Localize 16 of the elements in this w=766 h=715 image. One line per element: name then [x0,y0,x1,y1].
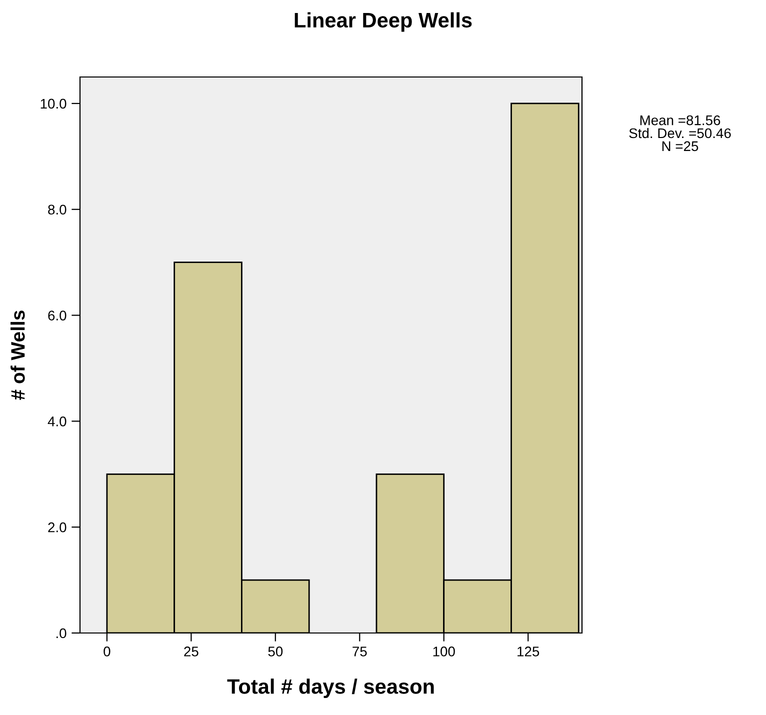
y-tick-label: .0 [56,628,66,638]
x-tick-label: 75 [352,646,367,656]
text: Mean =81.56 Std. Dev. =50.46 N =25 [629,115,731,152]
x-tick-label: 0 [104,646,110,656]
chart-title: Linear Deep Wells [294,12,472,32]
y-tick-label: 2.0 [48,522,66,532]
y-tick-label: 10.0 [40,98,66,109]
x-tick-label: 50 [268,646,283,656]
x-axis-title: Total # days / season [227,678,434,698]
y-tick-label: 6.0 [48,310,66,320]
x-tick-label: 100 [433,646,455,656]
y-tick-label: 4.0 [48,416,66,426]
x-tick-label: 125 [518,646,540,656]
x-tick-label: 25 [184,646,198,656]
y-tick-label: 8.0 [48,204,66,215]
y-axis-title: # of Wells [10,310,25,400]
